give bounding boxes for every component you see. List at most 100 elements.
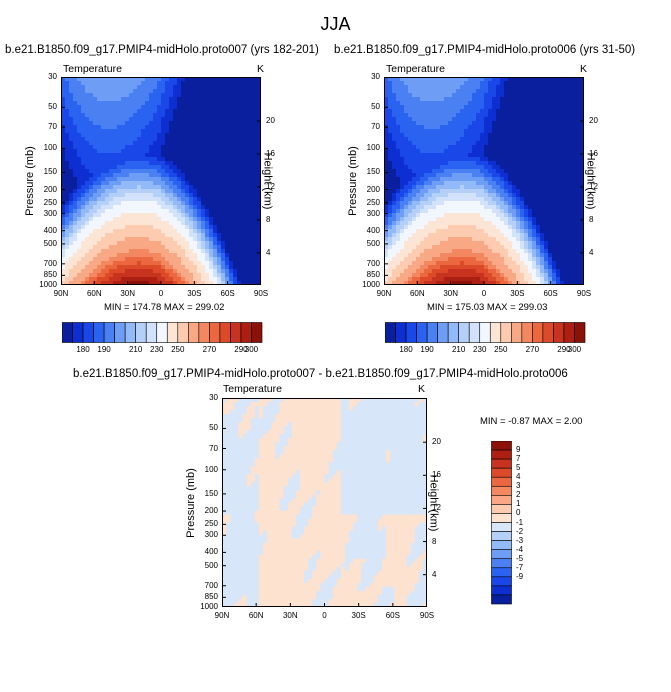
field-cell <box>456 125 461 130</box>
field-cell <box>524 141 529 146</box>
field-cell <box>161 237 166 242</box>
field-cell <box>185 133 190 138</box>
field-cell <box>492 177 497 182</box>
field-cell <box>69 217 74 222</box>
field-cell <box>149 145 154 150</box>
field-cell <box>145 169 150 174</box>
field-cell <box>476 101 481 106</box>
field-cell <box>480 149 485 154</box>
field-cell <box>508 141 513 146</box>
field-cell <box>201 101 206 106</box>
field-cell <box>221 265 226 270</box>
field-cell <box>464 209 469 214</box>
field-cell <box>217 77 222 82</box>
field-cell <box>237 261 242 266</box>
field-cell <box>412 201 417 206</box>
field-cell <box>201 129 206 134</box>
field-cell <box>444 117 449 122</box>
field-cell <box>388 237 393 242</box>
field-cell <box>185 233 190 238</box>
field-cell <box>217 189 222 194</box>
field-cell <box>532 241 537 246</box>
field-cell <box>476 165 481 170</box>
field-cell <box>257 105 261 110</box>
field-cell <box>257 257 261 262</box>
field-cell <box>436 77 441 82</box>
field-cell <box>205 85 210 90</box>
field-cell <box>468 89 473 94</box>
field-cell <box>105 249 110 254</box>
field-cell <box>404 193 409 198</box>
field-cell <box>544 221 549 226</box>
field-cell <box>185 189 190 194</box>
field-cell <box>201 137 206 142</box>
field-cell <box>189 197 194 202</box>
field-cell <box>169 85 174 90</box>
field-cell <box>197 257 202 262</box>
field-cell <box>145 245 150 250</box>
field-cell <box>532 253 537 258</box>
field-cell <box>404 249 409 254</box>
field-cell <box>121 269 126 274</box>
field-cell <box>492 133 497 138</box>
field-cell <box>464 81 469 86</box>
field-cell <box>225 257 230 262</box>
field-cell <box>544 157 549 162</box>
field-cell <box>528 177 533 182</box>
field-cell <box>460 117 465 122</box>
field-cell <box>464 101 469 106</box>
field-cell <box>137 193 142 198</box>
field-cell <box>504 157 509 162</box>
field-cell <box>257 77 261 82</box>
field-cell <box>225 149 230 154</box>
field-cell <box>508 93 513 98</box>
field-cell <box>484 165 489 170</box>
field-cell <box>492 101 497 106</box>
field-cell <box>169 153 174 158</box>
field-cell <box>189 201 194 206</box>
field-cell <box>61 205 66 210</box>
field-cell <box>229 261 234 266</box>
field-cell <box>257 85 261 90</box>
field-cell <box>544 169 549 174</box>
field-cell <box>480 241 485 246</box>
field-cell <box>85 185 90 190</box>
field-cell <box>576 201 581 206</box>
field-cell <box>201 169 206 174</box>
field-cell <box>548 253 553 258</box>
field-cell <box>468 117 473 122</box>
field-cell <box>512 173 517 178</box>
field-cell <box>257 281 261 285</box>
field-cell <box>101 181 106 186</box>
field-cell <box>488 205 493 210</box>
field-cell <box>137 213 142 218</box>
field-cell <box>77 105 82 110</box>
field-cell <box>217 169 222 174</box>
field-cell <box>420 229 425 234</box>
field-cell <box>532 217 537 222</box>
field-cell <box>388 77 393 82</box>
field-cell <box>181 89 186 94</box>
field-cell <box>472 101 477 106</box>
field-cell <box>408 165 413 170</box>
field-cell <box>157 109 162 114</box>
field-cell <box>213 169 218 174</box>
field-cell <box>117 121 122 126</box>
field-cell <box>520 193 525 198</box>
field-cell <box>241 221 246 226</box>
field-cell <box>177 101 182 106</box>
field-cell <box>229 193 234 198</box>
field-cell <box>133 129 138 134</box>
field-cell <box>65 133 70 138</box>
field-cell <box>173 109 178 114</box>
field-cell <box>492 117 497 122</box>
field-cell <box>564 197 569 202</box>
field-cell <box>117 145 122 150</box>
field-cell <box>73 149 78 154</box>
field-cell <box>197 157 202 162</box>
field-cell <box>424 197 429 202</box>
field-cell <box>512 93 517 98</box>
field-cell <box>388 145 393 150</box>
field-cell <box>456 149 461 154</box>
field-cell <box>564 133 569 138</box>
